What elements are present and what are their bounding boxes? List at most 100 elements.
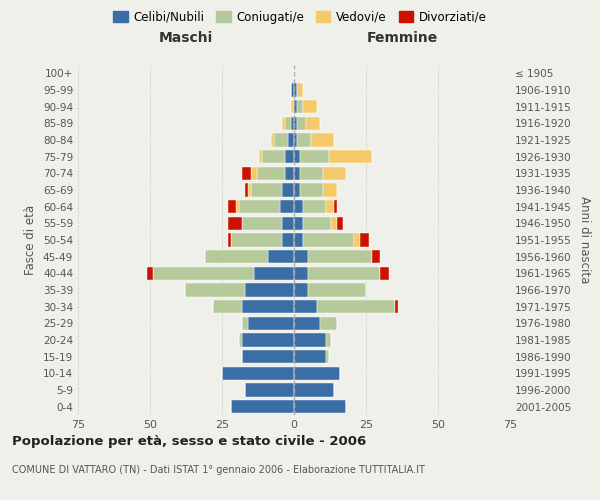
Bar: [230, 234, 283, 246]
Bar: [334, 200, 337, 213]
Bar: [271, 134, 274, 146]
Bar: [228, 234, 230, 246]
Bar: [257, 166, 286, 180]
Bar: [323, 184, 337, 196]
Bar: [294, 366, 340, 380]
Bar: [294, 184, 300, 196]
Bar: [283, 116, 286, 130]
Bar: [294, 316, 320, 330]
Bar: [259, 150, 262, 164]
Bar: [380, 266, 389, 280]
Bar: [283, 234, 294, 246]
Bar: [294, 266, 308, 280]
Bar: [254, 266, 294, 280]
Bar: [294, 84, 297, 96]
Bar: [214, 300, 242, 314]
Bar: [297, 116, 305, 130]
Bar: [326, 350, 329, 364]
Bar: [280, 200, 294, 213]
Bar: [239, 334, 242, 346]
Bar: [308, 266, 380, 280]
Bar: [291, 84, 294, 96]
Legend: Celibi/Nubili, Coniugati/e, Vedovi/e, Divorziati/e: Celibi/Nubili, Coniugati/e, Vedovi/e, Di…: [109, 6, 491, 28]
Bar: [248, 316, 294, 330]
Bar: [228, 216, 242, 230]
Bar: [317, 300, 395, 314]
Bar: [242, 334, 294, 346]
Y-axis label: Fasce di età: Fasce di età: [25, 205, 37, 275]
Bar: [242, 316, 248, 330]
Bar: [294, 216, 302, 230]
Bar: [185, 284, 245, 296]
Bar: [308, 284, 366, 296]
Bar: [300, 184, 323, 196]
Bar: [302, 216, 331, 230]
Y-axis label: Anni di nascita: Anni di nascita: [578, 196, 591, 284]
Bar: [242, 300, 294, 314]
Bar: [329, 150, 372, 164]
Bar: [248, 184, 251, 196]
Bar: [245, 284, 294, 296]
Bar: [331, 216, 337, 230]
Bar: [153, 266, 254, 280]
Bar: [222, 366, 294, 380]
Bar: [274, 134, 288, 146]
Bar: [294, 384, 334, 396]
Bar: [242, 166, 251, 180]
Bar: [286, 166, 294, 180]
Bar: [291, 116, 294, 130]
Bar: [294, 200, 302, 213]
Bar: [294, 234, 302, 246]
Bar: [360, 234, 369, 246]
Bar: [294, 166, 300, 180]
Bar: [308, 250, 372, 264]
Bar: [288, 134, 294, 146]
Text: Femmine: Femmine: [367, 31, 437, 45]
Bar: [230, 400, 294, 413]
Bar: [294, 100, 297, 114]
Bar: [245, 384, 294, 396]
Bar: [283, 216, 294, 230]
Bar: [242, 216, 283, 230]
Bar: [268, 250, 294, 264]
Bar: [300, 166, 323, 180]
Text: Popolazione per età, sesso e stato civile - 2006: Popolazione per età, sesso e stato civil…: [12, 435, 366, 448]
Bar: [294, 350, 326, 364]
Bar: [302, 200, 326, 213]
Bar: [283, 184, 294, 196]
Bar: [205, 250, 268, 264]
Bar: [372, 250, 380, 264]
Bar: [236, 200, 239, 213]
Bar: [294, 150, 300, 164]
Text: Maschi: Maschi: [159, 31, 213, 45]
Bar: [242, 350, 294, 364]
Bar: [251, 184, 283, 196]
Bar: [297, 84, 302, 96]
Bar: [311, 134, 334, 146]
Bar: [286, 150, 294, 164]
Bar: [294, 334, 326, 346]
Bar: [245, 184, 248, 196]
Bar: [302, 100, 317, 114]
Bar: [302, 234, 355, 246]
Bar: [337, 216, 343, 230]
Text: COMUNE DI VATTARO (TN) - Dati ISTAT 1° gennaio 2006 - Elaborazione TUTTITALIA.IT: COMUNE DI VATTARO (TN) - Dati ISTAT 1° g…: [12, 465, 425, 475]
Bar: [291, 100, 294, 114]
Bar: [305, 116, 320, 130]
Bar: [294, 300, 317, 314]
Bar: [326, 200, 334, 213]
Bar: [326, 334, 331, 346]
Bar: [294, 134, 297, 146]
Bar: [286, 116, 291, 130]
Bar: [297, 100, 302, 114]
Bar: [294, 400, 346, 413]
Bar: [395, 300, 398, 314]
Bar: [294, 284, 308, 296]
Bar: [300, 150, 329, 164]
Bar: [251, 166, 257, 180]
Bar: [294, 250, 308, 264]
Bar: [294, 116, 297, 130]
Bar: [147, 266, 153, 280]
Bar: [297, 134, 311, 146]
Bar: [323, 166, 346, 180]
